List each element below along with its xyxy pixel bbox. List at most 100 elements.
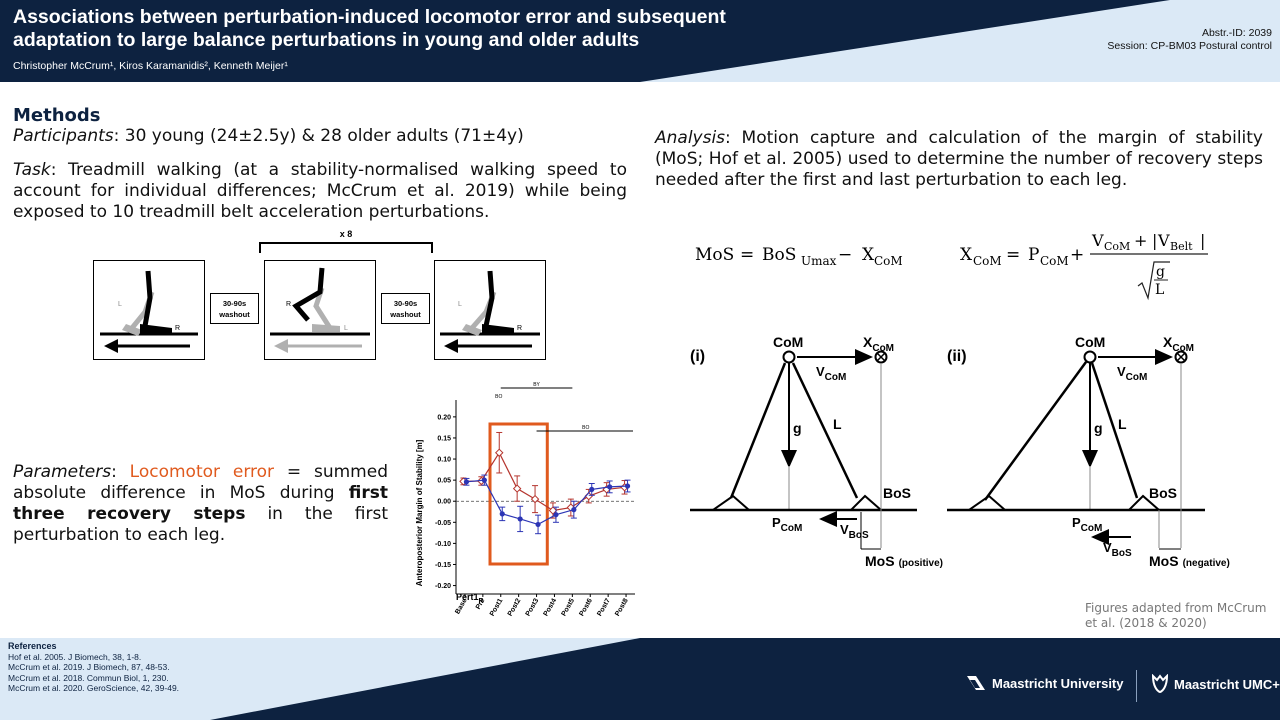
figure-credit: Figures adapted from McCrum et al. (2018…	[1085, 601, 1267, 630]
parameters-text-b: in the first perturbation to each leg.	[13, 504, 389, 545]
chart-point	[499, 511, 505, 517]
eq-x: X	[862, 245, 875, 265]
parameters-label: Parameters	[13, 462, 112, 482]
xcom-cross-2	[876, 352, 886, 362]
author-list: Christopher McCrum¹, Kiros Karamanidis²,…	[13, 60, 288, 72]
xcom-label: XCoM	[863, 334, 894, 354]
repeat-bracket	[259, 242, 433, 253]
chart-panel-label: Pert1R	[456, 592, 484, 605]
maastricht-university-logo: Maastricht University	[966, 674, 1124, 692]
equations: MoS = BoS Umax − X CoM X CoM = P CoM + V…	[695, 231, 1208, 301]
participants-text: : 30 young (24±2.5y) & 28 older adults (…	[113, 126, 524, 146]
g-label-2: g	[1094, 420, 1103, 436]
eq-v-2: V	[1157, 231, 1170, 250]
methods-heading: Methods	[13, 105, 101, 126]
chart-point	[495, 448, 504, 457]
chart-series-group	[459, 431, 631, 535]
mos-diagrams: (i) CoM XCoM VCoM g L BoS PCoM VBoS MoS(…	[690, 334, 1230, 569]
eq-bos-sub: Umax	[801, 254, 837, 268]
chart-point	[530, 494, 540, 504]
header-band	[640, 0, 1280, 82]
vcom-label: VCoM	[816, 364, 846, 383]
chart-point	[589, 486, 595, 493]
parameters-bold-text: first three recovery steps	[13, 483, 388, 524]
task-paragraph: Task: Treadmill walking (at a stability-…	[13, 160, 627, 223]
chart-y-tick-label: -0.05	[435, 520, 451, 527]
eq-p-sub: CoM	[1040, 254, 1069, 268]
eq-minus: −	[838, 245, 852, 265]
leg-label-left-3: L	[458, 301, 462, 308]
chart-y-tick-label: 0.20	[437, 414, 451, 421]
g-label: g	[793, 420, 802, 436]
mu-emblem-icon	[967, 676, 985, 690]
maastricht-umc-logo: Maastricht UMC+	[1150, 674, 1280, 694]
footer-band	[0, 638, 640, 720]
chart-point	[535, 521, 541, 528]
chart-point	[571, 507, 577, 513]
chart-y-label: Anteroposterior Margin of Stability [m]	[415, 439, 424, 586]
reference-item: McCrum et al. 2018. Commun Biol, 1, 230.	[8, 672, 169, 683]
washout-line1: 30-90s	[223, 299, 246, 308]
chart-x-tick-label: Pre	[475, 597, 487, 610]
com-label-2: CoM	[1075, 334, 1105, 350]
stance-leg-rear	[729, 362, 787, 499]
analysis-text: : Motion capture and calculation of the …	[655, 128, 1263, 190]
abstract-id: Abstr.-ID: 2039	[1201, 27, 1272, 39]
eq-x-sub: CoM	[874, 254, 903, 268]
chart-x-tick-label: Post3	[525, 597, 541, 617]
chart-point	[517, 516, 523, 522]
protocol-panel-perturbation: R L	[264, 260, 376, 360]
chart-point	[512, 484, 522, 493]
task-label: Task	[13, 160, 51, 180]
foot-front	[848, 494, 884, 511]
eq-sqrt	[1137, 261, 1170, 301]
session-label: Session: CP-BM03 Postural control	[1107, 40, 1272, 52]
chart-y-tick-label: 0.00	[437, 499, 451, 506]
eq-x-2: X	[960, 245, 973, 265]
chart-series-line	[463, 451, 625, 512]
vbos-label-2: VBoS	[1103, 540, 1132, 559]
stance-leg-rear-2	[983, 361, 1088, 501]
eq-mos-lhs: MoS	[695, 245, 734, 265]
eq-equals-1: =	[740, 245, 754, 265]
chart-highlight-rect	[488, 422, 549, 566]
repeat-label: x 8	[340, 229, 353, 239]
chart-y-tick-label: -0.10	[435, 541, 451, 548]
leg-label-left-2: L	[344, 325, 348, 332]
pcom-label-2: PCoM	[1072, 515, 1102, 534]
reference-item: Hof et al. 2005. J Biomech, 38, 1-8.	[8, 651, 142, 662]
chart-annotations: BY BO BO	[495, 382, 633, 432]
participants-label: Participants	[13, 126, 114, 146]
foot-rear-2	[965, 494, 1008, 511]
poster-footer: References Hof et al. 2005. J Biomech, 3…	[0, 638, 1280, 720]
leg-label-left: L	[118, 301, 122, 308]
umc-emblem-icon	[1151, 674, 1169, 694]
leg-label-right-3: R	[517, 325, 522, 332]
eq-abs-close: |	[1200, 231, 1205, 250]
xcom-equation: X CoM = P CoM + V CoM + | V Belt | g L	[960, 231, 1208, 301]
task-text: : Treadmill walking (at a stability-norm…	[13, 160, 627, 222]
leg-label-right: R	[175, 325, 180, 332]
chart-point	[481, 477, 487, 483]
eq-v-sub-2: Belt	[1170, 240, 1193, 253]
chart-sig-label: BO	[582, 425, 589, 431]
chart-x-tick-label: Post4	[543, 597, 559, 617]
eq-p: P	[1028, 245, 1039, 265]
stance-leg-front	[791, 362, 859, 499]
chart-highlight-box	[488, 422, 549, 566]
chart-sig-label: BO	[495, 394, 502, 400]
poster-title: Associations between perturbation-induce…	[13, 6, 726, 51]
references-heading: References	[8, 641, 57, 651]
eq-bos: BoS	[762, 245, 796, 265]
chart-y-tick-label: 0.10	[437, 457, 451, 464]
com-marker-2	[1083, 350, 1097, 364]
pcom-label: PCoM	[772, 515, 802, 534]
mos-negative-label: MoS (negative)	[1149, 553, 1230, 569]
vcom-label-2: VCoM	[1117, 364, 1147, 383]
parameters-paragraph: Parameters: Locomotor error = summed abs…	[13, 462, 388, 546]
eq-equals-2: =	[1006, 245, 1020, 265]
chart-series-line	[466, 479, 628, 526]
parameters-text-a: = summed absolute difference in MoS duri…	[13, 462, 388, 503]
umc-logo-text: Maastricht UMC+	[1174, 676, 1280, 692]
chart-x-tick-label: Post7	[596, 597, 612, 617]
